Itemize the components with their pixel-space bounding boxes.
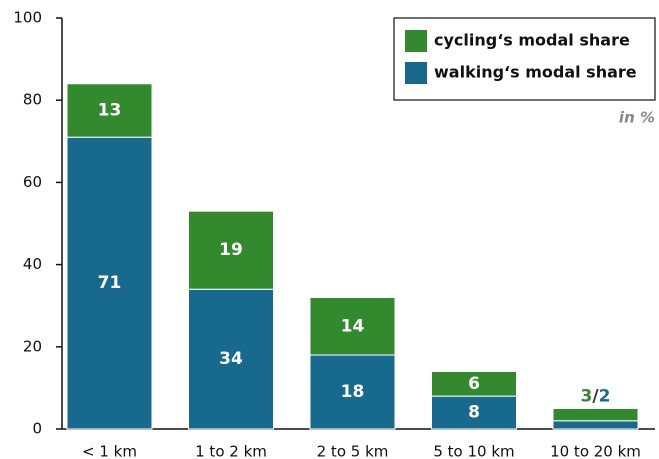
y-tick-label: 100 [13,9,42,27]
value-label: 6 [468,374,480,394]
bar-segment [309,354,396,430]
y-tick-label: 0 [32,420,42,438]
x-tick-label: < 1 km [82,443,137,459]
legend-label: cycling‘s modal share [434,31,630,50]
value-label: 13 [98,100,122,120]
y-tick-label: 80 [23,91,42,109]
label-separator: / [592,386,599,406]
value-label: 8 [468,403,480,423]
bar-segment [552,420,639,430]
y-tick-label: 40 [23,255,42,273]
value-label: 19 [219,240,243,260]
x-tick-label: 2 to 5 km [317,443,389,459]
bar-segment [552,407,639,422]
legend-label: walking‘s modal share [434,63,637,82]
legend-box [393,17,656,101]
legend-swatch [405,30,427,52]
y-tick-label: 20 [23,337,42,355]
bar-segment [188,210,274,290]
y-tick-label: 60 [23,173,42,191]
value-label-part: 2 [599,386,611,406]
bar-segment [431,370,517,397]
value-label: 34 [219,349,243,369]
value-label: 71 [98,273,122,293]
legend-swatch [405,62,427,84]
value-label: 18 [341,382,365,402]
bar-segment [309,296,396,356]
unit-annotation: in % [619,109,655,127]
x-tick-label: 1 to 2 km [195,443,267,459]
value-label-part: 3 [581,386,593,406]
value-label: 14 [341,316,365,336]
x-tick-label: 10 to 20 km [550,443,641,459]
bar-segment [66,83,153,138]
value-label: 3/2 [581,386,611,406]
x-tick-label: 5 to 10 km [433,443,514,459]
bar-segment [188,288,274,430]
bar-segment [66,136,153,430]
